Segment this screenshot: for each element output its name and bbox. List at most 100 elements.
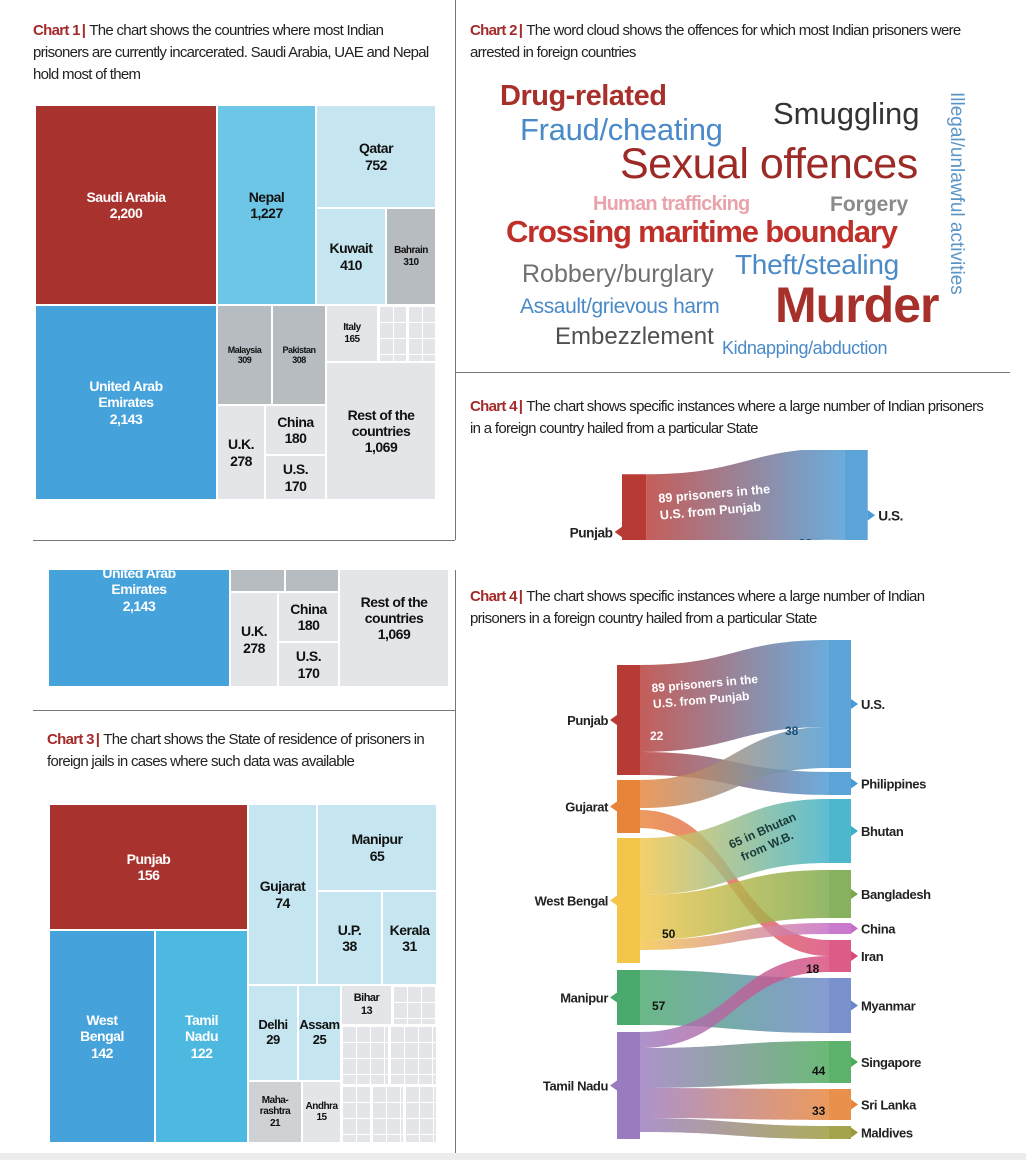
arrow-left-icon [610,992,617,1003]
treemap-cell: U.P. 38 [317,891,382,985]
treemap-cell-value: 165 [344,333,360,345]
treemap-cell-value: 142 [91,1044,113,1061]
treemap-cell-label: U.K. [241,623,268,640]
word-cloud-term: Embezzlement [555,323,714,350]
treemap-cell-value: 170 [297,664,320,681]
chart1-caption: The chart shows the countries where most… [33,22,429,83]
treemap-cell-label: Andhra [305,1100,339,1112]
chart4-caption: The chart shows specific instances where… [470,588,925,627]
arrow-right-icon [851,778,858,789]
treemap-cell-minor [407,305,436,362]
sankey-value-label: 44 [812,1064,826,1078]
arrow-right-icon [867,509,876,521]
treemap-cell: U.K. 278 [217,405,265,500]
arrow-left-icon [610,715,617,725]
treemap-cell-content: Bihar 13 [354,992,380,1017]
treemap-cell: Italy 165 [326,305,378,362]
sankey-flow [640,799,829,895]
sankey-target-label: Bhutan [861,824,904,839]
treemap-cell-content: U.K. 278 [241,623,268,655]
treemap-cell: Andhra 15 [302,1081,341,1143]
treemap-cell: Qatar 752 [316,105,436,208]
sankey-source-label: Manipur [560,991,608,1006]
arrow-right-icon [851,923,858,934]
sankey-source-label: Punjab [567,713,608,728]
chart3-tag: Chart 3 [47,731,94,748]
sankey-target-node [844,450,868,540]
treemap-cell-value: 38 [342,938,357,954]
treemap-cell-content: Qatar 752 [359,140,394,173]
sankey-flow [826,539,845,540]
sankey-target-node [829,1126,851,1139]
chart3-caption: The chart shows the State of residence o… [47,731,425,770]
sankey-target-label: Iran [861,949,884,964]
treemap-cell-label: China [290,600,327,617]
treemap-cell-label: Pakistan [282,344,316,355]
treemap-cell-minor [378,305,407,362]
treemap-cell: Kuwait 410 [316,208,386,305]
treemap-cell-value: 31 [402,938,417,954]
sankey-value-label: 33 [812,1104,826,1118]
treemap-cell-value: 21 [269,1117,281,1129]
treemap-cell: Kerala 31 [382,891,437,985]
sankey-flow [640,1041,829,1088]
treemap-cell: Assam 25 [298,985,341,1081]
sankey-target-label: Bangladesh [861,887,931,902]
sankey-flow [640,956,829,1048]
treemap-cell-label: West Bengal [80,1012,124,1045]
treemap-cell-content: Saudi Arabia 2,200 [86,189,166,221]
treemap-cell-content: U.S. 170 [296,648,322,681]
word-cloud-term: Illegal/unlawful activities [946,92,967,295]
chart4-top-caption: The chart shows specific instances where… [470,398,984,437]
treemap-cell: Delhi 29 [248,985,298,1081]
sankey-source-node [617,1032,640,1139]
chart4-top-sankey-clip: Punjab Gujarat West Bengal Manipur Tamil Nad… [456,450,1026,540]
treemap-cell-value: 752 [365,156,387,173]
treemap-cell-minor [392,985,437,1025]
sankey-source-label: Punjab [570,525,613,540]
treemap-cell-label: Kuwait [329,240,373,257]
treemap-cell-value: 1,069 [364,439,398,456]
treemap-cell-content: Italy 165 [343,322,361,345]
treemap-cell-label: Manipur [351,831,403,848]
treemap-cell-content: Malaysia 309 [228,345,262,366]
sankey-source-node [617,838,640,963]
arrow-left-icon [610,895,617,906]
treemap-cell: U.K. 278 [230,592,278,687]
treemap-cell-content: U.K. 278 [228,436,255,468]
treemap-cell-content: China 180 [290,600,327,633]
word-cloud-term: Fraud/cheating [520,112,723,147]
treemap-cell-label: United Arab Emirates [89,378,163,411]
treemap-cell-label: Bahrain [394,245,428,256]
treemap-cell-content: Rest of the countries 1,069 [349,594,439,642]
treemap-cell: U.S. 170 [265,455,326,500]
sankey-flow [640,640,829,752]
treemap-cell: Rest of the countries 1,069 [326,362,436,500]
treemap-cell-value: 2,200 [109,205,143,221]
treemap-cell-content: Maha-rashtra 21 [253,1095,297,1130]
treemap-cell-label: Punjab [126,850,171,867]
arrow-right-icon [851,889,858,899]
treemap-cell-minor [371,1085,404,1143]
treemap-cell-content: Bahrain 310 [394,245,428,268]
treemap-cell: Gujarat 74 [248,804,317,985]
sankey-target-node [829,1041,851,1083]
chart2-title: Chart 2 | The word cloud shows the offence… [470,22,961,61]
treemap-cell-minor [341,1085,371,1143]
treemap-cell-content: U.S. 170 [283,461,309,493]
sankey-value-label: 38 [798,537,812,540]
chart4-top-tag: Chart 4 [470,398,517,415]
sankey-flow [646,450,845,540]
treemap-cell-value: 2,143 [109,410,143,427]
arrow-right-icon [851,951,858,961]
treemap-cell-content: Manipur 65 [352,831,403,863]
treemap-cell-content: Kuwait 410 [330,240,373,272]
treemap-cell-value: 180 [284,430,307,446]
sankey-target-label: U.S. [878,508,903,523]
treemap-cell: U.S. 170 [278,642,339,687]
treemap-cell-label: U.P. [337,921,362,938]
